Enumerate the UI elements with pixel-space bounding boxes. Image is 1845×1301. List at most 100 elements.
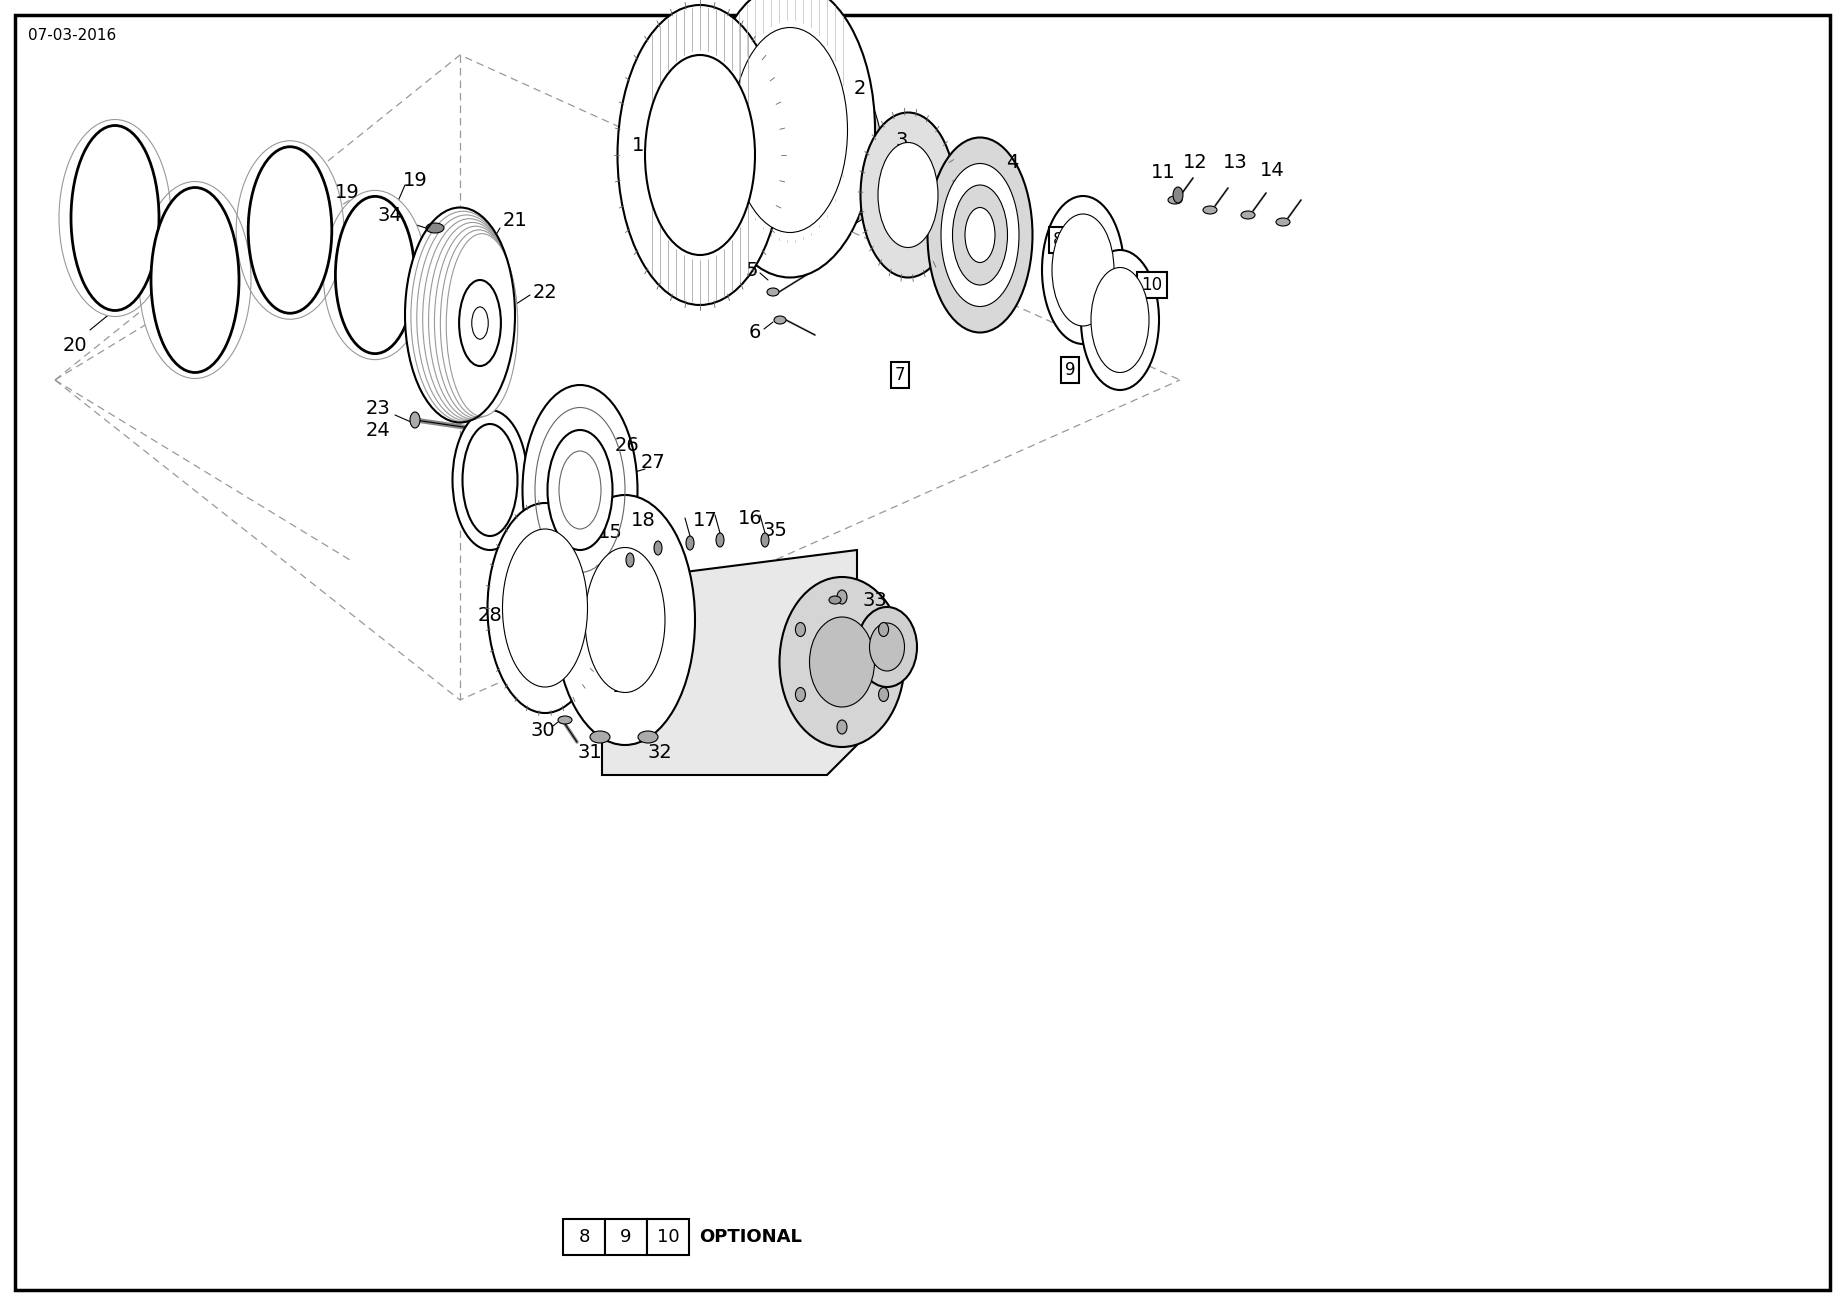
Text: 14: 14 [1260,160,1284,180]
Ellipse shape [1052,213,1114,327]
Ellipse shape [59,120,172,316]
Text: 22: 22 [533,282,557,302]
Text: 21: 21 [502,211,528,229]
Ellipse shape [417,215,517,420]
Ellipse shape [878,143,937,247]
Ellipse shape [928,138,1033,333]
Polygon shape [756,5,884,226]
Text: 10: 10 [657,1228,679,1246]
Text: 13: 13 [1223,152,1247,172]
Ellipse shape [1168,196,1183,204]
Ellipse shape [423,219,517,420]
Ellipse shape [760,533,769,546]
Ellipse shape [590,731,611,743]
Text: 35: 35 [762,520,788,540]
Ellipse shape [779,578,904,747]
Ellipse shape [965,207,994,263]
Ellipse shape [878,622,889,636]
Text: 7: 7 [895,366,906,384]
Ellipse shape [646,55,755,255]
Text: 19: 19 [334,182,360,202]
Bar [605,1219,648,1255]
Text: 27: 27 [640,453,666,471]
Ellipse shape [638,731,659,743]
Text: 19: 19 [402,170,428,190]
Text: 24: 24 [365,420,391,440]
Bar [563,1219,605,1255]
Ellipse shape [618,5,782,304]
Text: 17: 17 [692,510,718,530]
Text: 34: 34 [378,206,402,225]
Text: 1: 1 [631,135,644,155]
Ellipse shape [732,27,847,233]
Ellipse shape [828,596,841,604]
Text: 32: 32 [648,743,672,761]
Ellipse shape [548,431,613,550]
Ellipse shape [459,280,500,366]
Ellipse shape [434,226,517,418]
Ellipse shape [236,141,343,319]
Ellipse shape [768,288,779,297]
Ellipse shape [1173,187,1183,203]
Text: 5: 5 [745,260,758,280]
Ellipse shape [1277,219,1290,226]
Ellipse shape [860,112,956,277]
Ellipse shape [557,716,572,723]
Text: 6: 6 [749,323,762,341]
Ellipse shape [411,211,515,422]
Ellipse shape [502,530,587,687]
Ellipse shape [775,316,786,324]
Ellipse shape [869,623,904,671]
Ellipse shape [838,589,847,604]
Text: 10: 10 [1142,276,1162,294]
Text: 4: 4 [1006,152,1018,172]
Text: 8: 8 [1053,232,1063,248]
Ellipse shape [1090,268,1149,372]
Text: 2: 2 [854,78,865,98]
Ellipse shape [463,424,517,536]
Text: 31: 31 [577,743,601,761]
Ellipse shape [1203,206,1218,213]
Ellipse shape [452,410,528,550]
Ellipse shape [426,222,445,233]
Text: 18: 18 [631,510,655,530]
Text: 30: 30 [531,721,555,739]
Ellipse shape [952,185,1007,285]
Ellipse shape [1242,211,1255,219]
Polygon shape [487,241,496,252]
Ellipse shape [336,196,415,354]
Ellipse shape [716,533,723,546]
Ellipse shape [878,687,889,701]
Ellipse shape [249,147,332,314]
Text: 07-03-2016: 07-03-2016 [28,29,116,43]
Ellipse shape [625,553,635,567]
Ellipse shape [70,125,159,311]
Ellipse shape [555,494,696,745]
Ellipse shape [810,617,875,706]
Ellipse shape [795,687,806,701]
Ellipse shape [138,182,251,379]
Text: 29: 29 [613,677,637,696]
Ellipse shape [941,164,1018,307]
Text: 33: 33 [863,591,887,609]
Text: 11: 11 [1151,163,1175,182]
Bar [648,1219,688,1255]
Ellipse shape [151,187,240,372]
Ellipse shape [428,222,517,419]
Text: 16: 16 [738,509,762,527]
Text: 8: 8 [577,1228,590,1246]
Ellipse shape [472,307,489,340]
Ellipse shape [410,412,421,428]
Ellipse shape [585,548,664,692]
Text: OPTIONAL: OPTIONAL [699,1228,803,1246]
Text: 23: 23 [365,398,391,418]
Ellipse shape [487,503,603,713]
Ellipse shape [323,190,426,359]
Text: 15: 15 [598,523,622,541]
Text: 9: 9 [1065,360,1076,379]
Ellipse shape [838,719,847,734]
Text: 26: 26 [614,436,640,454]
Text: 3: 3 [897,130,908,150]
Ellipse shape [705,0,875,277]
Text: 25: 25 [528,441,552,459]
